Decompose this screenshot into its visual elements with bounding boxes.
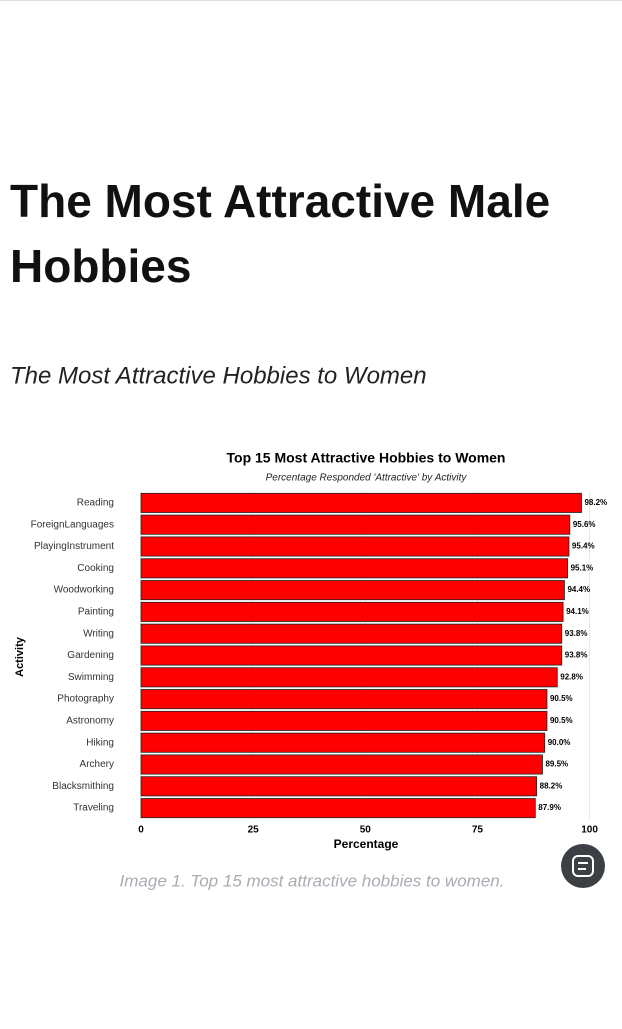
- y-tick-label: Painting: [78, 607, 114, 618]
- y-tick-label: Hiking: [86, 737, 114, 748]
- y-tick-label: Astronomy: [66, 716, 114, 727]
- value-label: 98.2%: [584, 498, 607, 507]
- bar: [140, 776, 538, 797]
- bar: [140, 536, 570, 557]
- chart-title: Top 15 Most Attractive Hobbies to Women: [227, 450, 506, 466]
- x-tick-label: 75: [472, 825, 484, 836]
- bar: [140, 492, 582, 513]
- value-label: 90.0%: [548, 738, 571, 747]
- y-tick-label: Writing: [83, 628, 114, 639]
- value-label: 90.5%: [550, 694, 573, 703]
- bar: [140, 798, 536, 819]
- y-tick-label: PlayingInstrument: [34, 541, 114, 552]
- y-tick-label: Archery: [80, 759, 114, 770]
- x-tick-label: 0: [138, 825, 144, 836]
- y-axis-label: Activity: [14, 636, 26, 677]
- value-label: 89.5%: [545, 760, 568, 769]
- bar: [140, 645, 563, 666]
- bar: [140, 732, 546, 753]
- article-subtitle: The Most Attractive Hobbies to Women: [10, 362, 427, 389]
- y-tick-label: Traveling: [73, 803, 114, 814]
- value-label: 95.6%: [573, 520, 596, 529]
- x-tick-label: 50: [360, 825, 372, 836]
- bar: [140, 689, 548, 710]
- value-label: 90.5%: [550, 716, 573, 725]
- y-tick-label: ForeignLanguages: [31, 519, 114, 530]
- x-axis-label: Percentage: [334, 837, 399, 851]
- y-tick-label: Woodworking: [54, 585, 114, 596]
- bar: [140, 580, 565, 601]
- y-tick-label: Cooking: [77, 563, 114, 574]
- value-label: 94.4%: [567, 585, 590, 594]
- article-title: Hobbies: [10, 240, 191, 292]
- bar: [140, 601, 564, 622]
- x-tick-label: 100: [581, 825, 598, 836]
- image-caption: Image 1. Top 15 most attractive hobbies …: [120, 871, 505, 890]
- y-tick-label: Photography: [57, 694, 114, 705]
- bar: [140, 514, 571, 535]
- bar: [140, 623, 563, 644]
- lens-icon[interactable]: [572, 855, 594, 877]
- chart-subtitle: Percentage Responded 'Attractive' by Act…: [266, 473, 468, 484]
- value-label: 95.4%: [572, 542, 595, 551]
- y-tick-label: Gardening: [67, 650, 114, 661]
- bar: [140, 710, 548, 731]
- value-label: 87.9%: [538, 803, 561, 812]
- x-tick-label: 25: [248, 825, 260, 836]
- value-label: 95.1%: [571, 563, 594, 572]
- lens-button[interactable]: [561, 844, 605, 888]
- bar: [140, 667, 558, 688]
- value-label: 88.2%: [540, 781, 563, 790]
- y-tick-label: Blacksmithing: [52, 781, 114, 792]
- article-title: The Most Attractive Male: [10, 175, 550, 227]
- value-label: 92.8%: [560, 672, 583, 681]
- lens-icon-bg[interactable]: [561, 844, 605, 888]
- value-label: 94.1%: [566, 607, 589, 616]
- bar: [140, 754, 543, 775]
- value-label: 93.8%: [565, 651, 588, 660]
- y-tick-label: Swimming: [68, 672, 114, 683]
- bar: [140, 558, 568, 579]
- value-label: 93.8%: [565, 629, 588, 638]
- y-tick-label: Reading: [77, 498, 114, 509]
